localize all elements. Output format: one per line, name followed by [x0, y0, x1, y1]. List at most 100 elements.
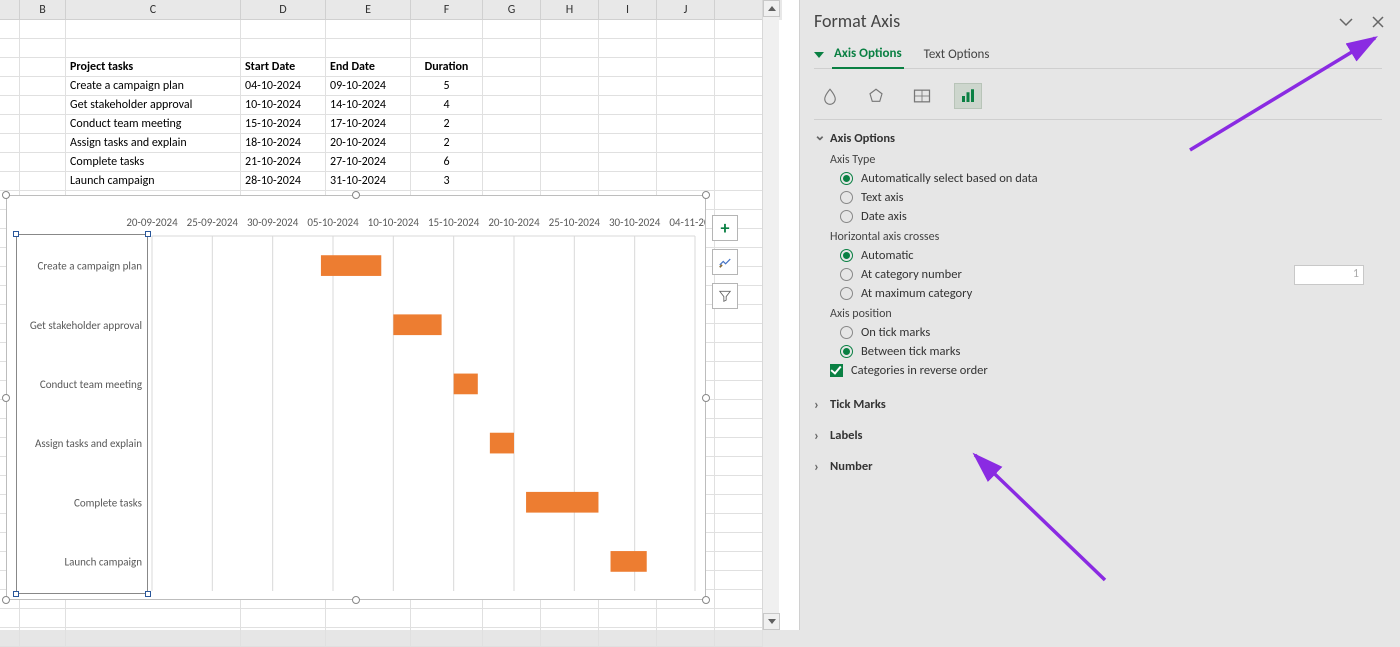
table-row[interactable]: Conduct team meeting15-10-202417-10-2024… — [0, 115, 782, 134]
check-reverse-order[interactable]: Categories in reverse order — [830, 363, 1382, 378]
radio-hcross-catnum[interactable]: At category number 1 — [840, 267, 1382, 282]
section-title: Number — [830, 459, 873, 474]
property-icon-tabs — [814, 77, 1382, 120]
chevron-right-icon — [814, 458, 824, 475]
scroll-up-button[interactable] — [763, 0, 780, 17]
axis-options-icon[interactable] — [954, 83, 982, 109]
section-axis-options: Axis Options Axis Type Automatically sel… — [814, 120, 1382, 386]
col-header-j[interactable]: J — [657, 0, 715, 20]
category-axis-selection[interactable] — [16, 234, 148, 594]
tick-marks-header[interactable]: Tick Marks — [814, 396, 1382, 413]
tab-axis-options[interactable]: Axis Options — [832, 42, 904, 69]
svg-text:05-10-2024: 05-10-2024 — [307, 216, 359, 229]
svg-text:04-11-2024: 04-11-2024 — [669, 216, 705, 229]
col-header-c[interactable]: C — [66, 0, 241, 20]
number-header[interactable]: Number — [814, 458, 1382, 475]
axis-options-header[interactable]: Axis Options — [814, 130, 1382, 147]
table-row[interactable]: Get stakeholder approval10-10-202414-10-… — [0, 96, 782, 115]
axis-sel-handle[interactable] — [145, 231, 151, 237]
table-row[interactable] — [0, 39, 782, 58]
section-tick-marks: Tick Marks — [814, 386, 1382, 417]
radio-label: At category number — [861, 267, 962, 282]
effects-icon[interactable] — [862, 83, 890, 109]
gantt-chart[interactable]: 20-09-202425-09-202430-09-202405-10-2024… — [6, 195, 706, 600]
table-row[interactable]: Create a campaign plan04-10-202409-10-20… — [0, 77, 782, 96]
radio-text-axis[interactable]: Text axis — [840, 190, 1382, 205]
labels-header[interactable]: Labels — [814, 427, 1382, 444]
axis-sel-handle[interactable] — [13, 231, 19, 237]
section-title: Labels — [830, 428, 863, 443]
svg-text:15-10-2024: 15-10-2024 — [428, 216, 480, 229]
close-button[interactable] — [1368, 12, 1388, 32]
axis-sel-handle[interactable] — [145, 591, 151, 597]
section-number: Number — [814, 448, 1382, 479]
options-dropdown-icon[interactable] — [814, 52, 824, 58]
chevron-right-icon — [814, 396, 824, 413]
col-header-d[interactable]: D — [241, 0, 326, 20]
radio-label: Automatic — [861, 248, 914, 263]
col-header-blank[interactable] — [715, 0, 763, 20]
svg-text:25-10-2024: 25-10-2024 — [549, 216, 601, 229]
collapse-button[interactable] — [1336, 12, 1356, 32]
table-row[interactable]: Assign tasks and explain18-10-202420-10-… — [0, 134, 782, 153]
col-header-h[interactable]: H — [541, 0, 599, 20]
table-row[interactable]: Complete tasks21-10-202427-10-20246 — [0, 153, 782, 172]
radio-hcross-auto[interactable]: Automatic — [840, 248, 1382, 263]
axis-options-title: Axis Options — [830, 131, 895, 146]
axis-position-label: Axis position — [830, 307, 1382, 321]
svg-text:20-09-2024: 20-09-2024 — [126, 216, 178, 229]
col-header-g[interactable]: G — [483, 0, 541, 20]
category-number-input[interactable]: 1 — [1294, 265, 1364, 285]
tab-text-options[interactable]: Text Options — [922, 43, 992, 68]
radio-icon — [840, 345, 853, 358]
radio-icon — [840, 210, 853, 223]
scroll-down-button[interactable] — [763, 613, 780, 630]
col-header-stub — [0, 0, 20, 20]
vertical-scrollbar[interactable] — [762, 0, 779, 630]
radio-icon — [840, 172, 853, 185]
svg-text:10-10-2024: 10-10-2024 — [368, 216, 420, 229]
radio-icon — [840, 191, 853, 204]
radio-auto-type[interactable]: Automatically select based on data — [840, 171, 1382, 186]
size-properties-icon[interactable] — [908, 83, 936, 109]
radio-icon — [840, 249, 853, 262]
svg-text:25-09-2024: 25-09-2024 — [187, 216, 239, 229]
axis-type-label: Axis Type — [830, 153, 1382, 167]
radio-label: Automatically select based on data — [861, 171, 1038, 186]
radio-on-tick[interactable]: On tick marks — [840, 325, 1382, 340]
chart-styles-button[interactable] — [712, 249, 738, 275]
radio-label: Between tick marks — [861, 344, 960, 359]
col-header-b[interactable]: B — [20, 0, 66, 20]
col-header-f[interactable]: F — [411, 0, 483, 20]
checkbox-label: Categories in reverse order — [851, 363, 988, 378]
table-row[interactable] — [0, 628, 782, 647]
radio-hcross-max[interactable]: At maximum category — [840, 286, 1382, 301]
format-axis-pane: Format Axis Axis Options Text Options Ax… — [800, 0, 1400, 630]
fill-line-icon[interactable] — [816, 83, 844, 109]
pane-tabs: Axis Options Text Options — [814, 42, 1382, 69]
radio-label: On tick marks — [861, 325, 930, 340]
radio-label: Text axis — [861, 190, 904, 205]
chevron-down-icon — [814, 130, 824, 147]
col-header-e[interactable]: E — [326, 0, 411, 20]
table-row[interactable]: Project tasksStart DateEnd DateDuration — [0, 58, 782, 77]
axis-sel-handle[interactable] — [13, 591, 19, 597]
table-row[interactable] — [0, 20, 782, 39]
svg-text:30-10-2024: 30-10-2024 — [609, 216, 661, 229]
chart-filter-button[interactable] — [712, 283, 738, 309]
col-header-i[interactable]: I — [599, 0, 657, 20]
radio-between-tick[interactable]: Between tick marks — [840, 344, 1382, 359]
table-row[interactable]: Launch campaign28-10-202431-10-20243 — [0, 172, 782, 191]
table-row[interactable] — [0, 609, 782, 628]
radio-icon — [840, 268, 853, 281]
chevron-right-icon — [814, 427, 824, 444]
chart-side-buttons — [712, 215, 738, 317]
radio-icon — [840, 287, 853, 300]
radio-date-axis[interactable]: Date axis — [840, 209, 1382, 224]
pane-title: Format Axis — [814, 10, 1382, 32]
svg-text:20-10-2024: 20-10-2024 — [488, 216, 540, 229]
chart-elements-button[interactable] — [712, 215, 738, 241]
radio-label: Date axis — [861, 209, 907, 224]
spreadsheet-area: B C D E F G H I J Project tasksStart Dat… — [0, 0, 800, 630]
hcross-label: Horizontal axis crosses — [830, 230, 1382, 244]
